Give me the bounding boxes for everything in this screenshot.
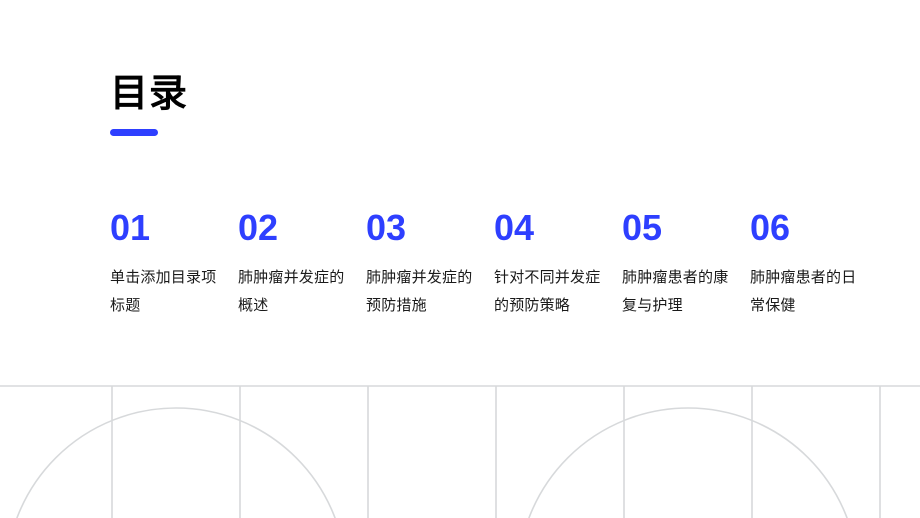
title-block: 目录 [110,62,188,136]
toc-item-label: 肺肿瘤患者的康复与护理 [622,264,732,320]
toc-item: 02 肺肿瘤并发症的概述 [238,210,348,320]
toc-item-label: 针对不同并发症的预防策略 [494,264,604,320]
toc-item-number: 06 [750,210,860,246]
page-title: 目录 [110,62,188,117]
toc-item-label: 肺肿瘤患者的日常保健 [750,264,860,320]
title-underline [110,129,158,136]
decorative-svg [0,378,920,518]
toc-item: 05 肺肿瘤患者的康复与护理 [622,210,732,320]
toc-items: 01 单击添加目录项标题 02 肺肿瘤并发症的概述 03 肺肿瘤并发症的预防措施… [110,210,860,320]
toc-item: 01 单击添加目录项标题 [110,210,220,320]
decorative-geometry [0,378,920,518]
toc-item-number: 04 [494,210,604,246]
toc-item-number: 05 [622,210,732,246]
toc-item-label: 单击添加目录项标题 [110,264,220,320]
toc-item: 04 针对不同并发症的预防策略 [494,210,604,320]
toc-item-number: 02 [238,210,348,246]
toc-item: 06 肺肿瘤患者的日常保健 [750,210,860,320]
toc-item-number: 03 [366,210,476,246]
toc-item-label: 肺肿瘤并发症的概述 [238,264,348,320]
toc-item-number: 01 [110,210,220,246]
slide: 目录 01 单击添加目录项标题 02 肺肿瘤并发症的概述 03 肺肿瘤并发症的预… [0,0,920,518]
toc-item: 03 肺肿瘤并发症的预防措施 [366,210,476,320]
toc-item-label: 肺肿瘤并发症的预防措施 [366,264,476,320]
